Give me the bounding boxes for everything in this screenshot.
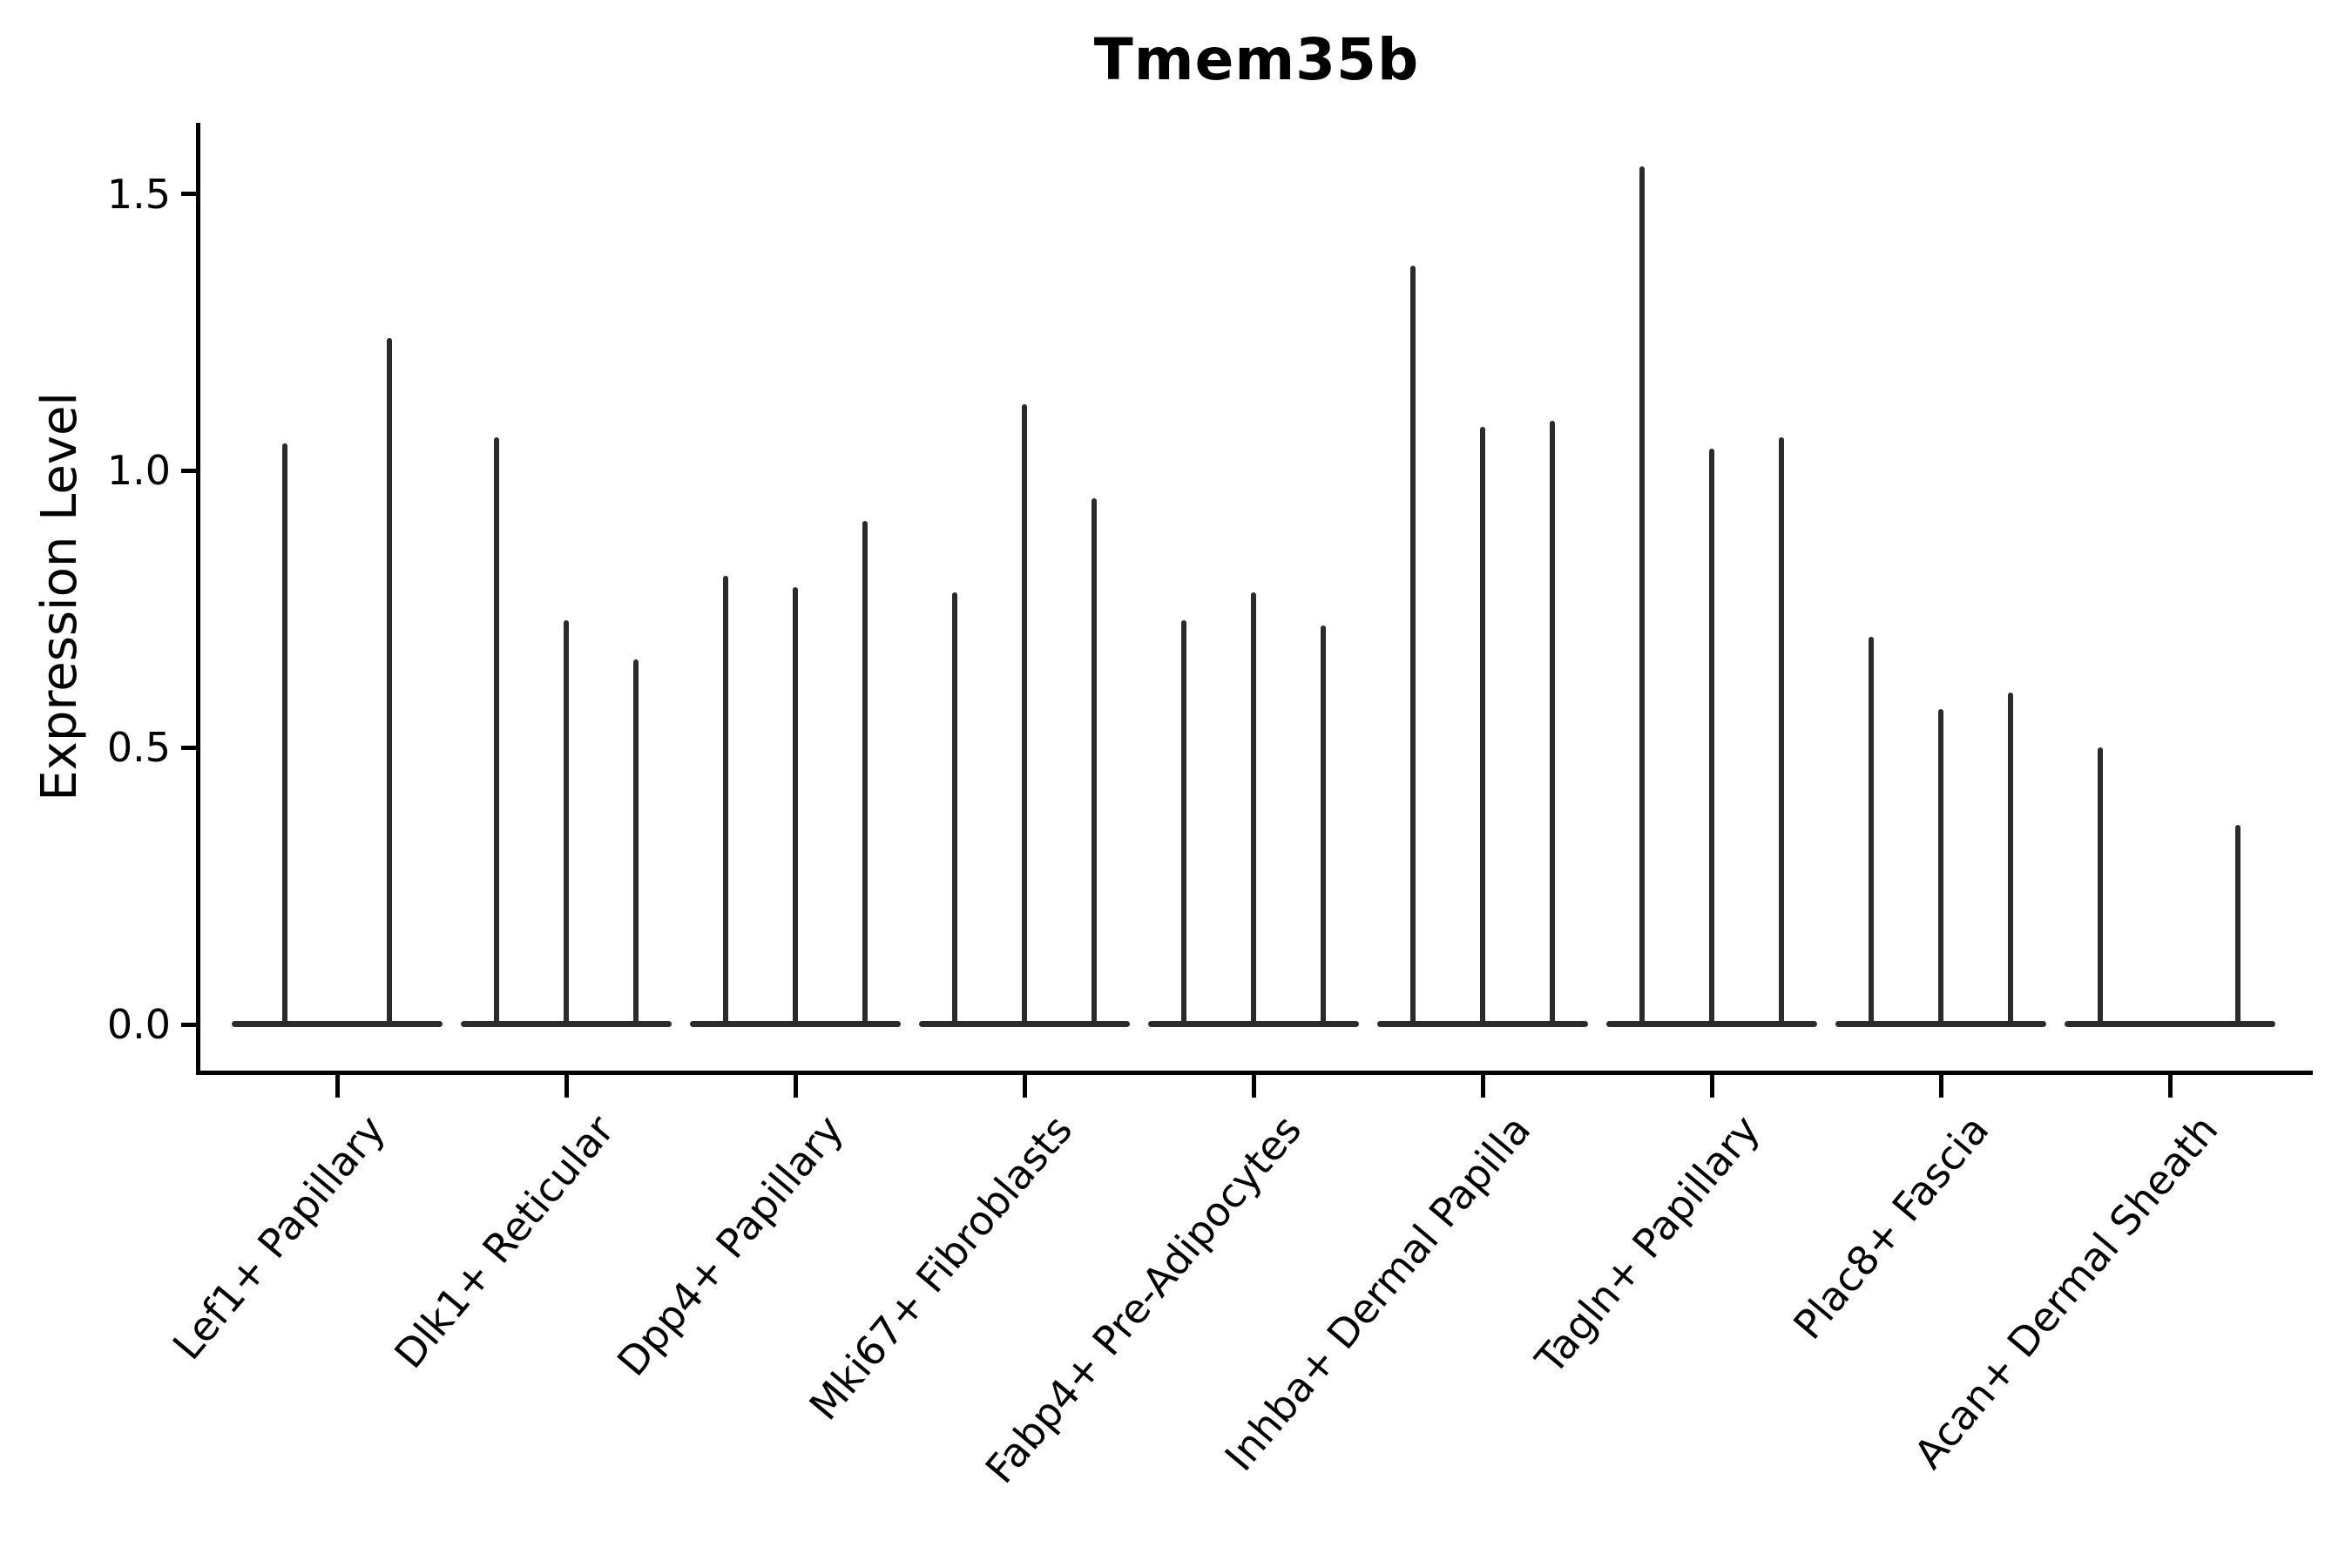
violin-spike xyxy=(1938,708,1943,1027)
violin-baseline xyxy=(2065,1021,2275,1027)
x-tick-mark xyxy=(1709,1075,1714,1098)
chart-title: Tmem35b xyxy=(1093,26,1420,93)
violin-spike xyxy=(793,586,798,1027)
x-tick-mark xyxy=(1022,1075,1027,1098)
x-tick-label: Tagln+ Papillary xyxy=(1526,1106,1769,1383)
y-tick-label: 1.0 xyxy=(106,447,171,495)
violin-spike xyxy=(1869,637,1874,1027)
x-tick-label: Dpp4+ Papillary xyxy=(607,1106,853,1385)
y-tick-mark xyxy=(181,745,196,750)
violin-spike xyxy=(282,443,287,1027)
y-tick-label: 1.5 xyxy=(106,170,171,218)
violin-spike xyxy=(1022,404,1027,1027)
y-tick-label: 0.5 xyxy=(106,724,171,772)
violin-spike xyxy=(1779,437,1784,1027)
y-axis-spine xyxy=(196,123,200,1075)
x-tick-label: Dlk1+ Reticular xyxy=(385,1106,624,1377)
violin-spike xyxy=(1410,266,1416,1027)
violin-spike xyxy=(633,659,639,1027)
x-tick-mark xyxy=(1480,1075,1485,1098)
x-tick-mark xyxy=(335,1075,340,1098)
x-tick-label: Mki67+ Fibroblasts xyxy=(800,1106,1082,1429)
x-tick-label: Plac8+ Fascia xyxy=(1784,1106,1998,1348)
violin-spike xyxy=(564,620,569,1027)
y-tick-mark xyxy=(181,192,196,197)
x-tick-mark xyxy=(793,1075,798,1098)
x-tick-label: Lef1+ Papillary xyxy=(163,1106,395,1369)
violin-spike xyxy=(1321,625,1326,1027)
violin-spike xyxy=(1181,620,1186,1027)
y-tick-mark xyxy=(181,1022,196,1027)
x-tick-mark xyxy=(1938,1075,1943,1098)
violin-spike xyxy=(2008,692,2013,1027)
violin-spike xyxy=(862,520,868,1027)
violin-spike xyxy=(2235,825,2240,1027)
x-axis-spine xyxy=(196,1071,2313,1075)
y-tick-mark xyxy=(181,468,196,473)
violin-spike xyxy=(952,592,957,1027)
violin-spike xyxy=(1092,498,1097,1027)
x-tick-mark xyxy=(1251,1075,1256,1098)
x-tick-mark xyxy=(564,1075,569,1098)
violin-spike xyxy=(1709,448,1714,1027)
violin-spike xyxy=(494,437,499,1027)
violin-baseline xyxy=(232,1021,443,1027)
x-tick-mark xyxy=(2167,1075,2173,1098)
violin-spike xyxy=(1550,421,1555,1027)
violin-spike xyxy=(1480,426,1485,1027)
violin-spike xyxy=(1251,592,1256,1027)
violin-spike xyxy=(1639,166,1645,1027)
violin-spike xyxy=(2098,747,2103,1027)
violin-spike xyxy=(723,576,728,1027)
violin-spike xyxy=(387,337,392,1027)
y-tick-label: 0.0 xyxy=(106,1001,171,1048)
